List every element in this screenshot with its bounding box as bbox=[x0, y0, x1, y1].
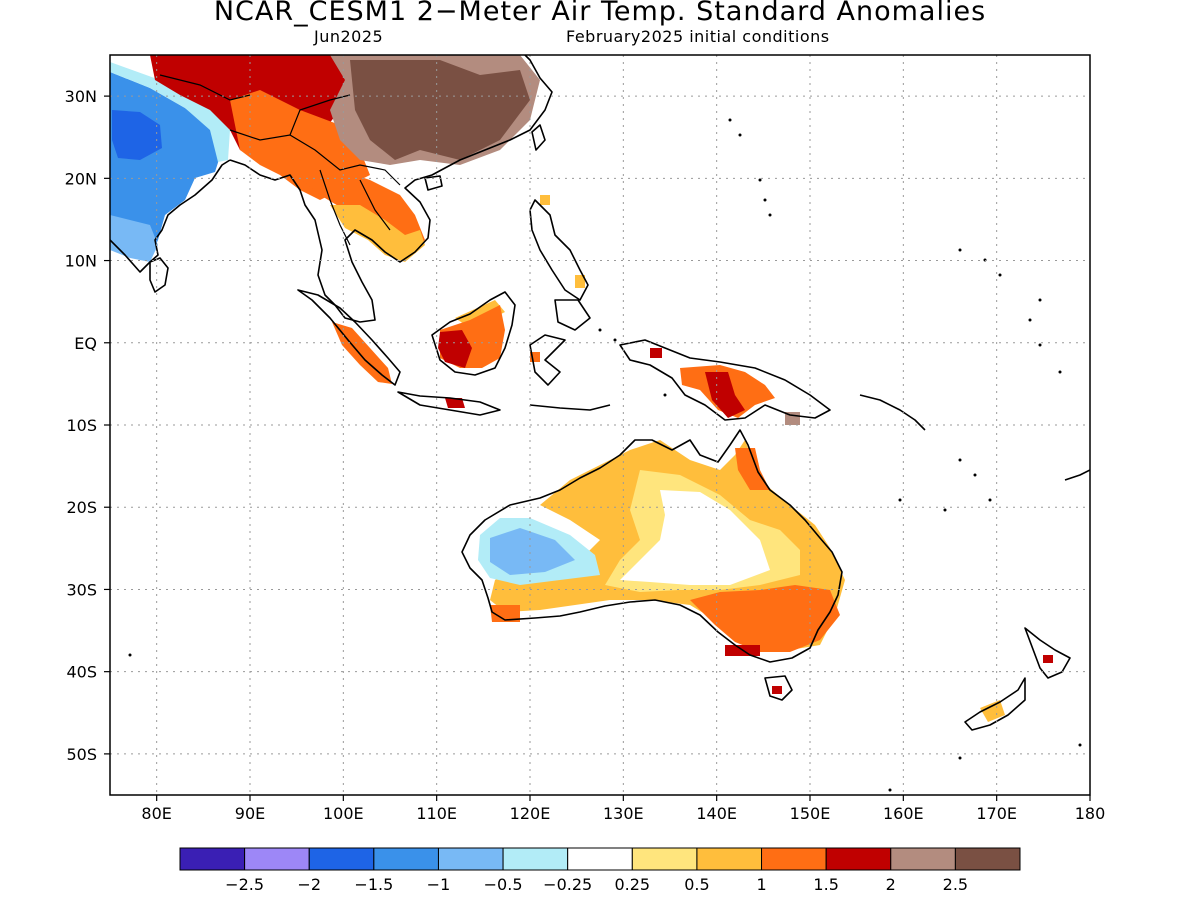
philippines-warm-anomaly bbox=[540, 195, 585, 288]
colorbar-label: −1.5 bbox=[354, 875, 393, 894]
india-coastline bbox=[110, 159, 231, 273]
new-zealand-north-anomaly bbox=[1043, 655, 1053, 663]
philippines-coastline bbox=[529, 199, 589, 301]
lon-tick-label: 80E bbox=[141, 804, 171, 823]
bay-of-bengal-coastline bbox=[229, 159, 336, 306]
colorbar-label: 1.5 bbox=[813, 875, 838, 894]
colorbar-swatch bbox=[696, 847, 763, 871]
new-zealand-north-coastline bbox=[1024, 627, 1071, 679]
australia-neutral-region bbox=[620, 490, 770, 585]
colorbar-swatch bbox=[437, 847, 504, 871]
new-guinea-coastline bbox=[619, 339, 831, 421]
lat-tick-label: 40S bbox=[66, 663, 97, 682]
colorbar-label: 0.5 bbox=[684, 875, 709, 894]
west-australia-core-cold-anomaly bbox=[490, 528, 575, 575]
colorbar-label: 0.25 bbox=[614, 875, 650, 894]
colorbar: −2.5 −2 −1.5 −1 −0.5 −0.25 0.25 0.5 1 1.5 2 2.5 bbox=[179, 847, 1021, 894]
map-title: NCAR_CESM1 2−Meter Air Temp. Standard An… bbox=[213, 0, 987, 27]
colorbar-label: −2.5 bbox=[225, 875, 264, 894]
colorbar-label: 2 bbox=[886, 875, 896, 894]
java-warm-anomaly bbox=[445, 398, 465, 408]
colorbar-swatch bbox=[308, 847, 375, 871]
initial-conditions-label: February2025 initial conditions bbox=[566, 27, 830, 46]
colorbar-swatch bbox=[567, 847, 633, 871]
southwest-australia-warm-anomaly bbox=[490, 605, 520, 622]
colorbar-swatch bbox=[373, 847, 439, 871]
lon-tick-label: 110E bbox=[416, 804, 457, 823]
small-islands bbox=[128, 118, 1082, 792]
colorbar-swatch bbox=[761, 847, 827, 871]
lon-tick-label: 170E bbox=[976, 804, 1017, 823]
borneo-coastline bbox=[431, 291, 516, 376]
sumatra-warm-anomaly bbox=[332, 322, 392, 384]
lat-tick-label: 30N bbox=[65, 87, 97, 106]
fiji-coastline bbox=[1064, 469, 1090, 481]
colorbar-swatch bbox=[890, 847, 956, 871]
colorbar-label: −0.25 bbox=[543, 875, 592, 894]
sulawesi-coastline bbox=[529, 334, 566, 386]
coastlines bbox=[110, 55, 1090, 731]
tasmania-coastline bbox=[764, 675, 793, 701]
himalaya-cold-edge bbox=[110, 62, 230, 162]
new-zealand-south-anomaly bbox=[980, 700, 1005, 722]
lon-tick-label: 120E bbox=[510, 804, 551, 823]
taiwan-coastline bbox=[531, 124, 546, 151]
sri-lanka-coastline bbox=[149, 257, 169, 293]
forecast-month: Jun2025 bbox=[314, 27, 384, 46]
lon-tick-label: 150E bbox=[790, 804, 831, 823]
colorbar-label: −2 bbox=[297, 875, 321, 894]
lat-tick-label: EQ bbox=[74, 334, 97, 353]
lon-tick-label: 160E bbox=[883, 804, 924, 823]
tasmania-anomaly bbox=[772, 686, 782, 694]
lat-tick-label: 10N bbox=[65, 252, 97, 271]
mindanao-coastline bbox=[554, 299, 591, 331]
axis-ticks: 80E 90E 100E 110E 120E 130E 140E 150E 160E 170E 18… bbox=[65, 87, 1106, 823]
colorbar-swatch bbox=[244, 847, 310, 871]
timor-coastline bbox=[529, 404, 611, 411]
lon-tick-label: 90E bbox=[235, 804, 265, 823]
new-guinea-west-spot bbox=[650, 348, 662, 358]
india-core-cold-anomaly bbox=[112, 110, 162, 160]
lat-tick-label: 20S bbox=[66, 498, 97, 517]
java-coastline bbox=[397, 391, 501, 416]
north-queensland-warm-anomaly bbox=[735, 448, 770, 490]
hainan-coastline bbox=[424, 175, 443, 191]
gridlines bbox=[110, 55, 1090, 795]
colorbar-label: 1 bbox=[756, 875, 766, 894]
china-strong-warm-anomaly bbox=[350, 60, 530, 160]
malay-peninsula-coastline bbox=[334, 55, 553, 323]
indochina-moderate-anomaly bbox=[330, 205, 425, 262]
lat-tick-label: 10S bbox=[66, 416, 97, 435]
country-borders bbox=[159, 74, 401, 246]
lon-tick-label: 140E bbox=[696, 804, 737, 823]
lat-tick-label: 20N bbox=[65, 169, 97, 188]
colorbar-swatch bbox=[954, 847, 1021, 871]
plot-frame bbox=[109, 54, 1091, 796]
solomon-islands-coastline bbox=[859, 394, 926, 431]
lat-tick-label: 30S bbox=[66, 580, 97, 599]
lon-tick-label: 100E bbox=[323, 804, 364, 823]
india-weak-cold-anomaly bbox=[110, 215, 158, 262]
lat-tick-label: 50S bbox=[66, 745, 97, 764]
colorbar-swatch bbox=[825, 847, 892, 871]
colorbar-label: 2.5 bbox=[943, 875, 968, 894]
colorbar-swatch bbox=[502, 847, 569, 871]
australia-coastline bbox=[461, 429, 843, 663]
colorbar-label: −0.5 bbox=[484, 875, 523, 894]
colorbar-label: −1 bbox=[427, 875, 451, 894]
colorbar-swatch bbox=[631, 847, 698, 871]
lon-tick-label: 180 bbox=[1075, 804, 1106, 823]
southeast-australia-warm-anomaly bbox=[690, 585, 840, 652]
colorbar-swatch bbox=[179, 847, 246, 871]
lon-tick-label: 130E bbox=[603, 804, 644, 823]
new-guinea-strong-anomaly bbox=[705, 372, 745, 418]
new-zealand-south-coastline bbox=[964, 677, 1026, 731]
borneo-strong-anomaly bbox=[438, 330, 472, 368]
sumatra-coastline bbox=[297, 289, 401, 386]
